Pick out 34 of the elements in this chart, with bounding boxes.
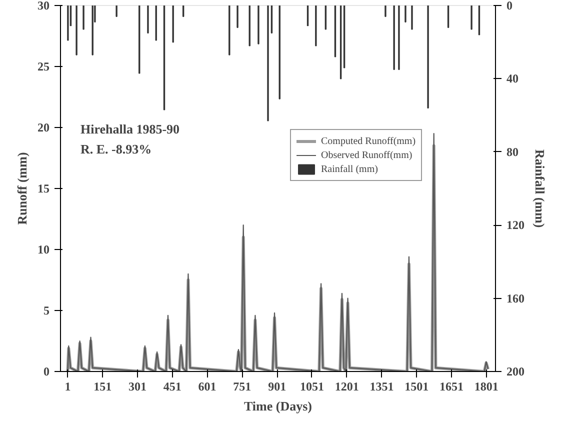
y2-tick-label: 80 xyxy=(506,144,518,159)
y2-tick-label: 200 xyxy=(506,364,524,378)
x-tick-label: 301 xyxy=(128,380,146,394)
y2-tick-label: 120 xyxy=(506,218,524,232)
x-tick-label: 1 xyxy=(64,380,71,394)
x-tick-label: 1351 xyxy=(370,380,394,394)
y2-axis-title: Rainfall (mm) xyxy=(532,149,548,228)
x-tick-label: 601 xyxy=(198,380,216,394)
y2-tick-label: 0 xyxy=(506,0,512,12)
x-tick-label: 1801 xyxy=(474,380,498,394)
legend-label: Observed Runoff(mm) xyxy=(321,149,412,161)
x-tick-label: 1051 xyxy=(300,380,324,394)
y-tick-label: 5 xyxy=(44,304,50,318)
x-tick-label: 1201 xyxy=(334,380,359,394)
y2-tick-label: 40 xyxy=(506,72,518,86)
x-tick-label: 151 xyxy=(94,380,112,394)
y-tick-label: 25 xyxy=(38,60,50,74)
legend-label: Computed Runoff(mm) xyxy=(321,135,416,147)
annotation: Hirehalla 1985-90 xyxy=(80,122,180,136)
y-axis-title: Runoff (mm) xyxy=(14,152,30,225)
y-tick-label: 30 xyxy=(38,0,50,12)
x-tick-label: 451 xyxy=(163,380,182,394)
y-tick-label: 10 xyxy=(38,242,50,256)
x-axis-title: Time (Days) xyxy=(244,398,312,414)
x-tick-label: 901 xyxy=(268,380,286,394)
y-tick-label: 15 xyxy=(38,182,50,196)
y-tick-label: 0 xyxy=(44,364,50,378)
x-tick-label: 1651 xyxy=(440,380,464,394)
annotation: R. E. -8.93% xyxy=(80,142,152,156)
x-tick-label: 1501 xyxy=(404,380,429,394)
y2-tick-label: 160 xyxy=(506,291,524,306)
legend-label: Rainfall (mm) xyxy=(321,163,378,175)
y-tick-label: 20 xyxy=(38,120,50,134)
x-tick-label: 751 xyxy=(233,380,252,394)
